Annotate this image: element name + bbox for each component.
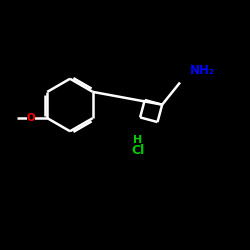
Text: H: H — [133, 135, 142, 145]
Text: O: O — [27, 113, 36, 123]
Text: Cl: Cl — [131, 144, 144, 156]
Text: NH₂: NH₂ — [190, 64, 215, 76]
